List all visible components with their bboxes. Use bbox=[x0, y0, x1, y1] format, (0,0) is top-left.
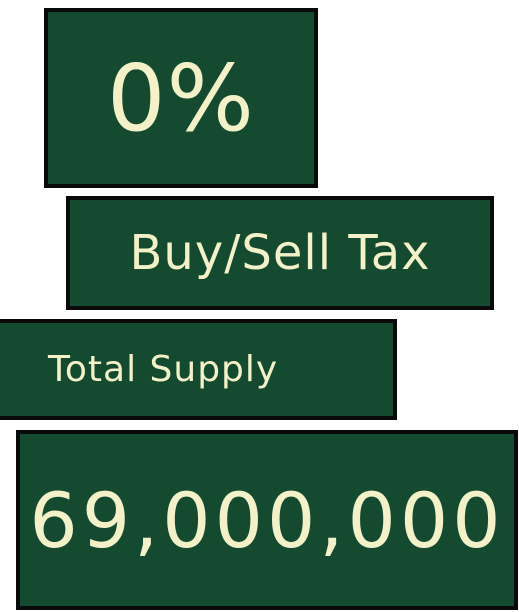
tax-label: Buy/Sell Tax bbox=[129, 225, 431, 281]
tax-label-panel: Buy/Sell Tax bbox=[66, 196, 494, 310]
tax-value-panel: 0% bbox=[44, 8, 318, 188]
supply-label: Total Supply bbox=[48, 349, 279, 390]
tax-value: 0% bbox=[107, 44, 255, 152]
supply-value: 69,000,000 bbox=[29, 475, 505, 565]
supply-label-panel: Total Supply bbox=[0, 319, 397, 420]
supply-value-panel: 69,000,000 bbox=[16, 430, 518, 610]
